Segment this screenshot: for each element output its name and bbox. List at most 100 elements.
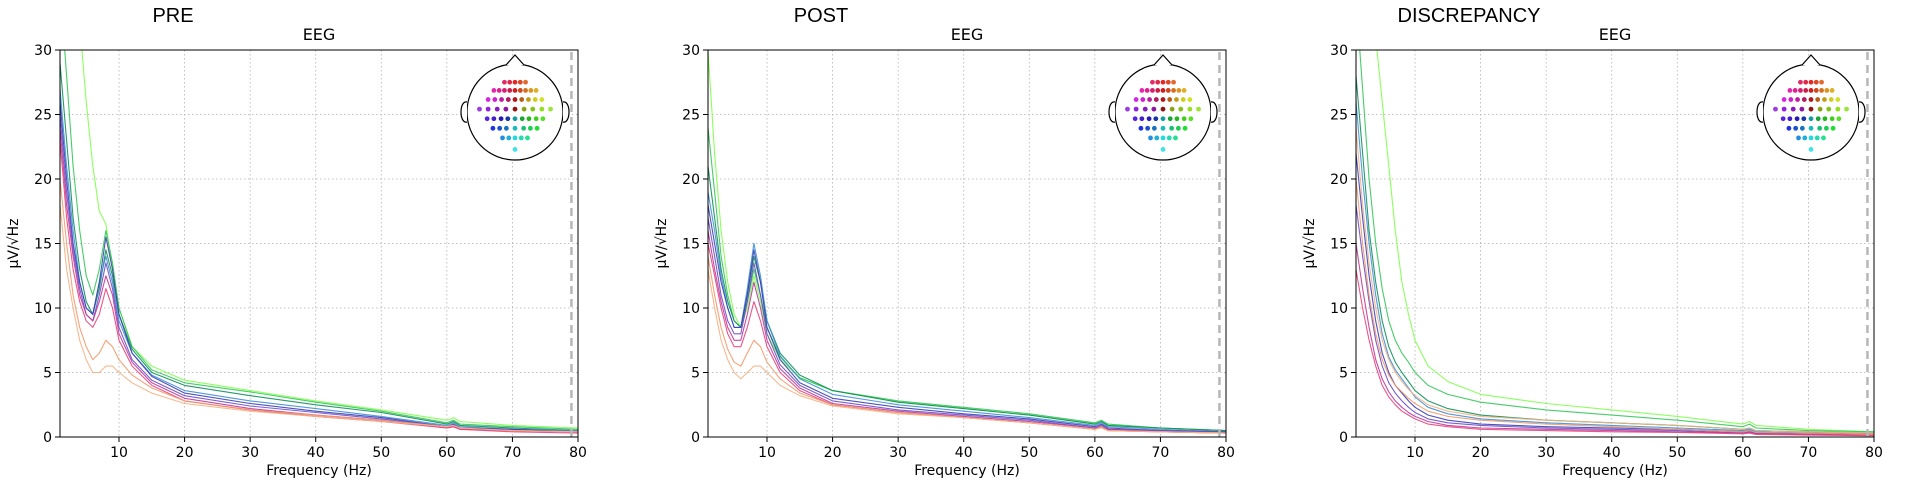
sensor-dot-icon xyxy=(1814,135,1820,141)
sensor-dot-icon xyxy=(1781,106,1787,112)
head-outline-icon xyxy=(466,63,564,161)
series-group xyxy=(60,50,578,434)
y-tick-label: 10 xyxy=(1330,301,1348,317)
sensor-dot-icon xyxy=(512,97,518,102)
x-tick-label: 70 xyxy=(1800,445,1818,461)
x-tick-label: 10 xyxy=(1406,445,1424,461)
sensor-dot-icon xyxy=(1150,88,1155,93)
y-axis-label: µV/√Hz xyxy=(1302,219,1318,269)
nose-icon xyxy=(1153,54,1173,66)
sensor-dot-icon xyxy=(1819,88,1824,93)
sensor-dot-icon xyxy=(527,125,533,131)
sensor-dot-icon xyxy=(1786,125,1792,131)
sensor-dot-icon xyxy=(477,106,482,112)
sensor-dot-icon xyxy=(1836,116,1842,122)
sensor-dot-icon xyxy=(1822,116,1828,122)
series-line-2 xyxy=(708,127,1226,432)
sensor-dot-icon xyxy=(1799,106,1805,112)
sensor-dot-icon xyxy=(1160,97,1166,102)
chart-panel-2: POST EEG 10 20 30 40 50 60 70 80 0 5 10 15 20 25 30 Frequ… xyxy=(654,5,1235,479)
sensor-dot-icon xyxy=(1187,97,1193,102)
series-line-2 xyxy=(1359,50,1874,433)
x-tick-label: 40 xyxy=(1603,445,1621,461)
sensor-dot-icon xyxy=(492,97,498,102)
y-tick-label: 25 xyxy=(682,108,700,124)
sensor-dot-icon xyxy=(1826,106,1832,112)
sensor-topomap xyxy=(1108,54,1218,161)
sensor-dot-icon xyxy=(499,97,504,102)
sensor-dot-icon xyxy=(534,125,540,131)
x-tick-label: 50 xyxy=(1020,445,1038,461)
x-tick-label: 40 xyxy=(307,445,325,461)
sensor-dot-icon xyxy=(491,116,497,122)
y-tick-label: 15 xyxy=(34,237,52,253)
sensor-dot-icon xyxy=(1819,79,1824,85)
sensor-dot-icon xyxy=(1160,135,1166,141)
sensor-dot-icon xyxy=(1125,106,1130,112)
sensor-dot-icon xyxy=(1780,116,1786,122)
sensor-dot-icon xyxy=(1145,125,1151,131)
sensor-dot-icon xyxy=(1169,125,1175,131)
sensor-dot-icon xyxy=(517,79,523,85)
left-ear-icon xyxy=(1108,101,1116,123)
y-tick-label: 20 xyxy=(1330,172,1348,188)
x-tick-label: 80 xyxy=(1217,445,1235,461)
sensor-dot-icon xyxy=(519,116,525,122)
y-tick-label: 10 xyxy=(34,301,52,317)
sensor-dot-icon xyxy=(512,79,518,85)
x-axis-label: Frequency (Hz) xyxy=(1562,463,1668,479)
sensor-dot-icon xyxy=(1808,79,1814,85)
sensor-topomap xyxy=(460,54,570,161)
sensor-dot-icon xyxy=(1182,125,1188,131)
sensor-dot-icon xyxy=(526,116,532,122)
sensor-dot-icon xyxy=(1790,106,1796,112)
sensor-dot-icon xyxy=(1133,97,1139,102)
sensor-dot-icon xyxy=(532,97,538,102)
sensor-dot-icon xyxy=(539,106,545,112)
sensor-dot-icon xyxy=(1174,116,1180,122)
sensor-dot-icon xyxy=(1792,88,1798,93)
series-line-7 xyxy=(1356,243,1874,436)
sensor-dot-icon xyxy=(533,116,539,122)
x-tick-label: 20 xyxy=(176,445,194,461)
sensor-dot-icon xyxy=(507,79,513,85)
series-line-6 xyxy=(708,217,1226,433)
sensor-dot-icon xyxy=(1139,88,1145,93)
x-tick-label: 10 xyxy=(110,445,128,461)
series-line-3 xyxy=(60,62,578,432)
sensor-dot-icon xyxy=(505,97,511,102)
sensor-dot-icon xyxy=(512,116,518,122)
sensor-dot-icon xyxy=(517,88,523,93)
sensor-dot-icon xyxy=(1181,116,1187,122)
series-line-2 xyxy=(64,50,578,430)
sensor-dot-icon xyxy=(1167,116,1173,122)
sensor-dot-icon xyxy=(1801,116,1807,122)
sensor-dot-icon xyxy=(1171,79,1176,85)
series-line-9 xyxy=(708,256,1226,434)
sensor-dot-icon xyxy=(1139,116,1145,122)
sensor-dot-icon xyxy=(1151,106,1157,112)
sensor-dot-icon xyxy=(1187,106,1193,112)
sensor-dot-icon xyxy=(498,116,504,122)
sensor-dot-icon xyxy=(491,88,497,93)
sensor-dot-icon xyxy=(1153,116,1159,122)
sensor-dot-icon xyxy=(1824,88,1830,93)
series-group xyxy=(1356,50,1874,437)
x-axis-label: Frequency (Hz) xyxy=(266,463,372,479)
sensor-dot-icon xyxy=(1165,79,1171,85)
sensor-dot-icon xyxy=(523,88,528,93)
sensor-dot-icon xyxy=(500,135,505,141)
sensor-dot-icon xyxy=(1817,106,1823,112)
head-outline-icon xyxy=(1762,63,1860,161)
series-line-9 xyxy=(60,178,578,433)
sensor-dot-icon xyxy=(1817,125,1823,131)
panel-title: POST xyxy=(794,5,848,27)
sensor-dot-icon xyxy=(530,106,536,112)
sensor-dot-icon xyxy=(1829,116,1835,122)
sensor-dot-icon xyxy=(1178,106,1184,112)
sensor-dot-icon xyxy=(548,106,553,112)
series-line-8 xyxy=(60,140,578,434)
sensor-dot-icon xyxy=(539,97,545,102)
axes-title: EEG xyxy=(303,25,336,44)
